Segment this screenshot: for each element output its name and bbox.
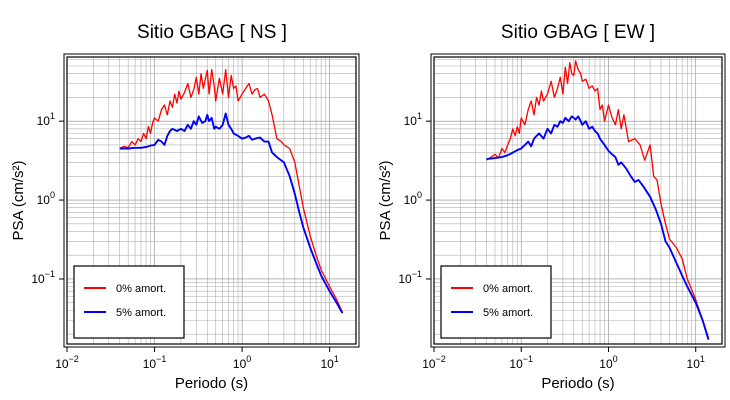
legend-box [440,265,552,339]
legend: 0% amort. 5% amort. [73,265,185,339]
chart-panel: Sitio GBAG [ NS ] 10−2 10−1 100 101 10−1 100 10… [10,22,360,392]
x-tick-label: 100 [233,354,251,371]
legend: 0% amort. 5% amort. [440,265,552,339]
series-line-5pct [119,112,344,314]
y-tick-label: 101 [404,111,422,128]
legend-label: 5% amort. [483,307,533,319]
x-axis-label: Periodo (s) [175,375,248,392]
x-tick-label: 101 [320,354,338,371]
legend-label: 0% amort. [483,283,533,295]
x-tick-label: 10−2 [55,354,79,371]
chart-title: Sitio GBAG [ NS ] [137,22,287,43]
series-line-0pct [119,68,343,313]
plot-frame [66,56,357,345]
x-tick-label: 101 [687,354,705,371]
y-tick-label: 100 [404,190,422,207]
chart-title: Sitio GBAG [ EW ] [501,22,655,43]
legend-label: 0% amort. [116,283,166,295]
legend-label: 5% amort. [116,307,166,319]
y-tick-label: 10−1 [398,269,422,286]
chart-panel: Sitio GBAG [ EW ] 10−2 10−1 100 101 10−1 100 10… [377,22,726,392]
plot-frame [433,56,723,345]
y-tick-label: 101 [37,111,55,128]
y-tick-label: 100 [37,190,55,207]
x-axis-label: Periodo (s) [541,375,614,392]
x-tick-label: 10−1 [143,354,167,371]
series-line-5pct [486,115,710,340]
series-line-0pct [486,60,710,339]
x-tick-label: 100 [599,354,617,371]
x-tick-label: 10−2 [422,354,446,371]
y-axis-label: PSA (cm/s²) [10,160,27,240]
grid [66,57,357,344]
x-tick-label: 10−1 [509,354,533,371]
y-tick-label: 10−1 [31,269,55,286]
legend-box [73,265,185,339]
y-axis-label: PSA (cm/s²) [377,160,394,240]
